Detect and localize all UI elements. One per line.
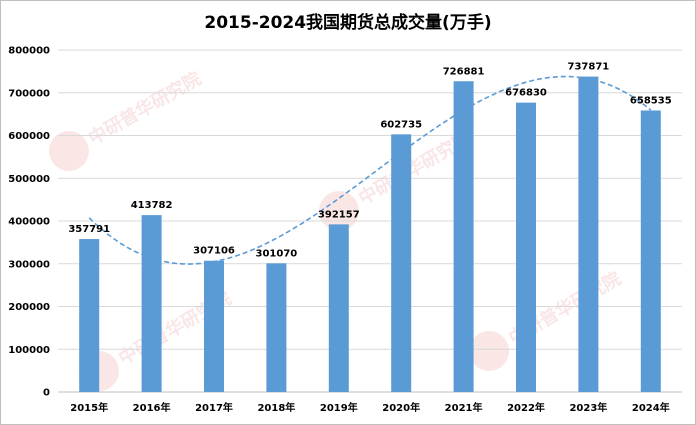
data-label: 307106 (193, 246, 235, 257)
data-labels: 357791 413782 307106 301070 392157 602735 7268… (68, 62, 671, 260)
y-tick-label: 800000 (8, 46, 50, 57)
watermark-logo-icon (468, 331, 509, 371)
data-label: 602735 (380, 119, 422, 130)
y-tick-label: 500000 (8, 174, 50, 185)
data-label: 357791 (68, 224, 110, 235)
data-label: 737871 (568, 62, 610, 73)
bar (640, 110, 661, 392)
x-tick-label: 2023年 (569, 401, 607, 414)
bar (578, 76, 599, 392)
bar (204, 260, 224, 392)
y-tick-label: 400000 (8, 217, 50, 228)
data-label: 726881 (443, 66, 485, 77)
y-tick-label: 200000 (8, 302, 50, 313)
data-label: 392157 (318, 209, 360, 220)
watermark-logo-icon (48, 131, 89, 171)
data-label: 301070 (256, 248, 298, 259)
x-tick-label: 2021年 (445, 401, 483, 414)
watermark-text: 中研普华研究院 (85, 67, 205, 149)
x-tick-label: 2018年 (257, 401, 295, 414)
watermark: 中研普华研究院 (468, 267, 625, 371)
data-label: 676830 (505, 88, 547, 99)
y-tick-label: 600000 (8, 131, 50, 142)
bar (453, 81, 474, 393)
y-tick-label: 300000 (8, 259, 50, 270)
x-tick-label: 2022年 (507, 401, 545, 414)
bar (516, 102, 536, 392)
data-label: 658535 (630, 95, 672, 106)
watermark: 中研普华研究院 (48, 67, 205, 171)
bar (328, 224, 349, 392)
y-axis: 0 100000 200000 300000 400000 500000 600000 700… (8, 46, 50, 399)
gridlines (58, 49, 682, 393)
bar (79, 239, 100, 392)
bar (266, 263, 287, 392)
y-tick-label: 100000 (8, 345, 50, 356)
data-label: 413782 (131, 200, 173, 211)
trendline (88, 75, 652, 265)
x-tick-label: 2024年 (632, 401, 670, 414)
x-tick-label: 2020年 (382, 401, 420, 414)
chart-title: 2015-2024我国期货总成交量(万手) (204, 13, 492, 33)
y-tick-label: 700000 (8, 88, 50, 99)
bar (391, 134, 412, 392)
x-tick-label: 2015年 (70, 401, 108, 414)
x-axis: 2015年 2016年 2017年 2018年 2019年 2020年 2021年 2022年… (70, 401, 669, 414)
x-tick-label: 2017年 (195, 401, 233, 414)
x-tick-label: 2019年 (320, 401, 358, 414)
trend-line (88, 75, 652, 265)
y-tick-label: 0 (43, 388, 50, 399)
x-tick-label: 2016年 (133, 401, 171, 414)
bars (79, 76, 661, 393)
bar (141, 215, 162, 392)
